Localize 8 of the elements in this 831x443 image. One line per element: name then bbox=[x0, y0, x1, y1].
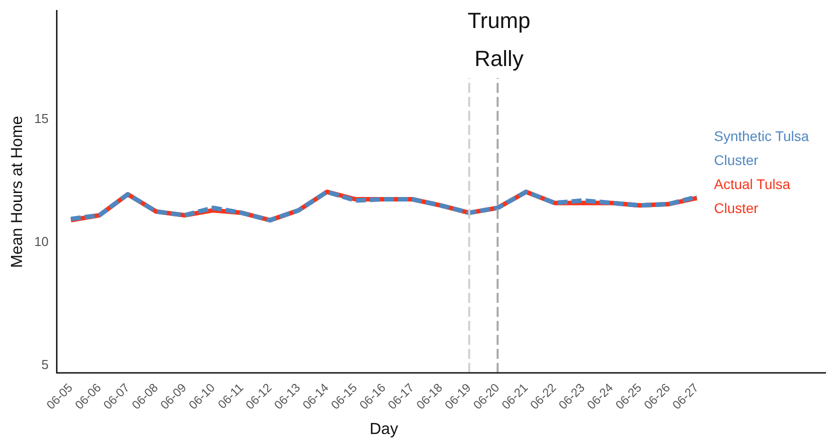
y-axis-title: Mean Hours at Home bbox=[9, 116, 26, 268]
y-tick-label: 5 bbox=[41, 357, 49, 372]
text: Synthetic Tulsa Cluster bbox=[714, 127, 809, 170]
x-axis-title: Day bbox=[370, 420, 398, 438]
y-tick-label: 10 bbox=[34, 234, 49, 249]
series-label: Actual Tulsa Cluster bbox=[714, 175, 792, 218]
y-tick-label: 15 bbox=[34, 110, 49, 126]
annotation: Trump Rally bbox=[466, 7, 532, 73]
